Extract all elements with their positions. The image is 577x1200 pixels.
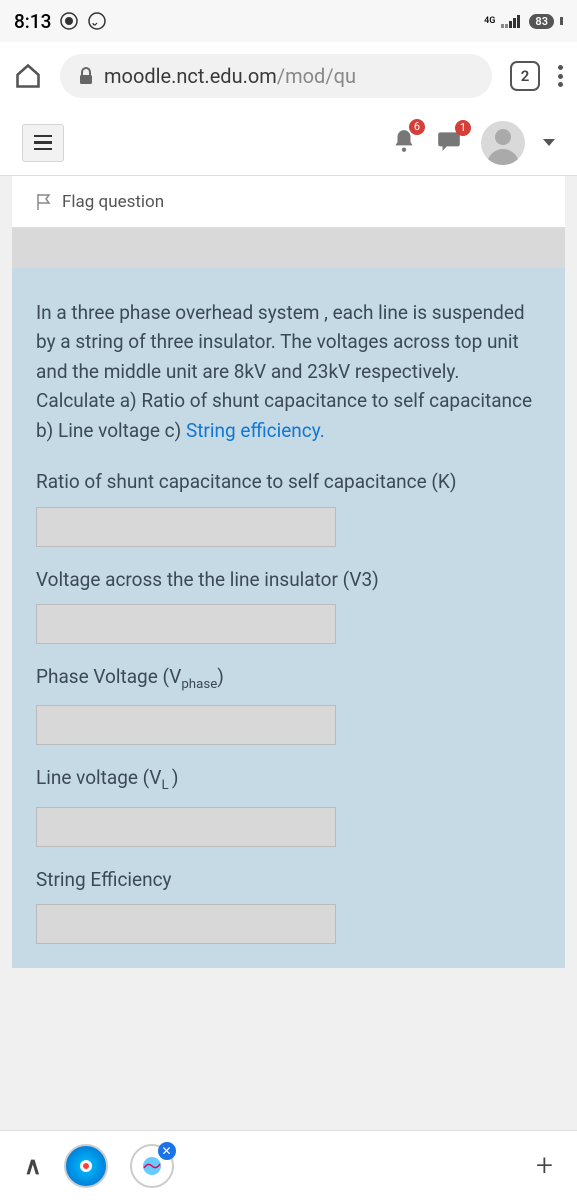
status-bar: 8:13 4G 83 (0, 0, 577, 42)
field-label-vphase: Phase Voltage (Vphase) (36, 662, 541, 695)
input-vphase[interactable] (36, 705, 336, 745)
vphase-prefix: Phase Voltage (V (36, 665, 181, 688)
bottom-nav: ∧ ✕ + (0, 1130, 577, 1200)
app-shortcut-2[interactable]: ✕ (130, 1144, 174, 1188)
close-badge-icon[interactable]: ✕ (158, 1142, 176, 1160)
clock-time: 8:13 (14, 10, 51, 33)
separator-bar (12, 228, 565, 268)
flag-label: Flag question (62, 192, 164, 212)
avatar[interactable] (481, 121, 525, 165)
input-k[interactable] (36, 507, 336, 547)
messages-badge: 1 (455, 120, 471, 136)
back-chevron-icon[interactable]: ∧ (24, 1152, 42, 1180)
circle-icon (77, 1157, 95, 1175)
record-icon (59, 11, 79, 31)
app-shortcut-1[interactable] (64, 1144, 108, 1188)
home-icon[interactable] (14, 62, 42, 90)
app-bar: 6 1 (0, 110, 577, 176)
vphase-subscript: phase (181, 677, 217, 692)
vphase-suffix: ) (217, 665, 224, 688)
url-path: /mod/qu (277, 64, 356, 88)
field-label-k: Ratio of shunt capacitance to self capac… (36, 467, 541, 496)
field-label-v3: Voltage across the the line insulator (V… (36, 565, 541, 594)
hamburger-button[interactable] (22, 124, 64, 162)
url-text: moodle.nct.edu.om/mod/qu (104, 64, 356, 88)
question-panel: In a three phase overhead system , each … (12, 268, 565, 968)
battery-tip-icon (560, 17, 563, 25)
status-left: 8:13 (14, 10, 107, 33)
browser-bar: moodle.nct.edu.om/mod/qu 2 (0, 42, 577, 110)
network-type: 4G (484, 16, 495, 26)
field-label-vl: Line voltage (VL ) (36, 763, 541, 796)
input-v3[interactable] (36, 604, 336, 644)
lock-icon (78, 67, 94, 85)
dropdown-caret-icon[interactable] (543, 139, 555, 146)
more-menu-icon[interactable] (558, 65, 563, 87)
url-bar[interactable]: moodle.nct.edu.om/mod/qu (60, 54, 492, 98)
url-domain: moodle.nct.edu.om (104, 64, 277, 88)
input-efficiency[interactable] (36, 904, 336, 944)
field-label-efficiency: String Efficiency (36, 865, 541, 894)
vl-suffix: ) (172, 766, 179, 789)
status-right: 4G 83 (484, 14, 563, 29)
vl-prefix: Line voltage (V (36, 766, 161, 789)
user-icon (481, 121, 525, 165)
tab-switcher[interactable]: 2 (510, 61, 540, 91)
notification-badge: 6 (409, 119, 425, 135)
messages-button[interactable]: 1 (435, 128, 463, 158)
add-tab-icon[interactable]: + (536, 1148, 553, 1183)
vl-subscript: L (161, 778, 171, 793)
question-text: In a three phase overhead system , each … (36, 298, 541, 445)
signal-icon (501, 14, 523, 28)
app-bar-right: 6 1 (391, 121, 555, 165)
input-vl[interactable] (36, 807, 336, 847)
flag-question-row[interactable]: Flag question (12, 176, 565, 228)
battery-level: 83 (529, 14, 554, 29)
flag-icon (36, 193, 52, 211)
whatsapp-icon (87, 11, 107, 31)
notifications-button[interactable]: 6 (391, 127, 417, 159)
question-highlight: String efficiency. (186, 419, 325, 442)
